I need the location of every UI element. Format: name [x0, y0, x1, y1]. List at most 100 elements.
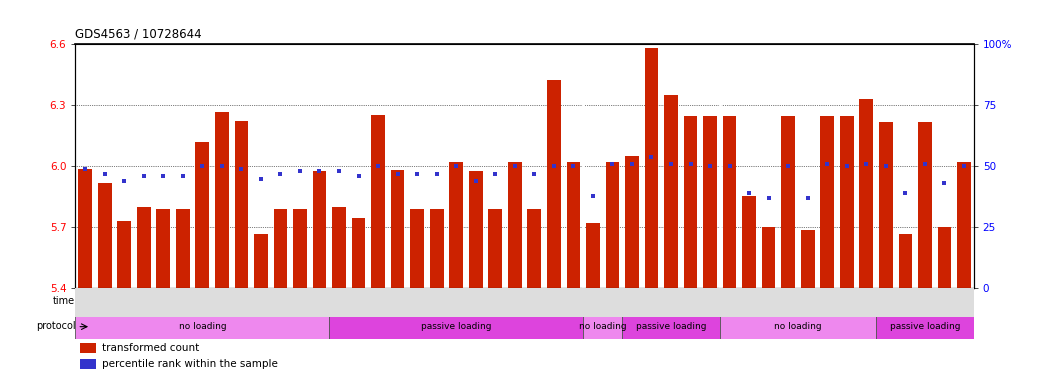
Bar — [508, 162, 521, 288]
Point — [741, 190, 758, 196]
Point — [350, 173, 366, 179]
Point — [389, 170, 406, 177]
Point — [233, 166, 250, 172]
Point — [175, 173, 192, 179]
Point — [624, 161, 641, 167]
Point — [857, 161, 874, 167]
Bar — [605, 162, 619, 288]
Point — [799, 195, 816, 201]
Bar — [957, 162, 971, 288]
Bar — [80, 343, 96, 353]
Point — [721, 163, 738, 169]
Bar — [720, 314, 876, 339]
Bar — [215, 113, 228, 288]
Bar — [547, 80, 561, 288]
Point — [819, 161, 836, 167]
Bar — [254, 233, 268, 288]
Point — [487, 170, 504, 177]
Point — [408, 170, 425, 177]
Point — [643, 154, 660, 160]
Bar — [156, 209, 170, 288]
Bar — [742, 196, 756, 288]
Point — [428, 170, 445, 177]
Point — [291, 168, 309, 174]
Bar — [75, 314, 329, 339]
Point — [507, 163, 524, 169]
Bar — [762, 227, 776, 288]
Bar — [176, 209, 190, 288]
Point — [448, 163, 465, 169]
Point — [311, 168, 328, 174]
Bar — [645, 48, 659, 288]
Point — [76, 166, 93, 172]
Point — [155, 173, 172, 179]
Text: transformed count: transformed count — [103, 343, 200, 353]
Bar — [840, 116, 853, 288]
Text: percentile rank within the sample: percentile rank within the sample — [103, 359, 279, 369]
Text: no loading: no loading — [178, 322, 226, 331]
Point — [897, 190, 914, 196]
Point — [780, 163, 797, 169]
Bar — [117, 221, 131, 288]
Text: no loading: no loading — [579, 322, 626, 331]
Bar — [918, 121, 932, 288]
Bar — [622, 314, 720, 339]
Bar — [391, 170, 404, 288]
Point — [760, 195, 777, 201]
Bar — [583, 314, 622, 339]
Bar — [488, 209, 503, 288]
Point — [701, 163, 718, 169]
Text: no loading: no loading — [774, 322, 822, 331]
Bar — [722, 116, 736, 288]
Bar — [469, 171, 483, 288]
Point — [604, 161, 621, 167]
Bar — [801, 230, 815, 288]
Bar — [898, 233, 912, 288]
Bar — [75, 288, 583, 314]
Bar — [528, 209, 541, 288]
Text: passive loading: passive loading — [421, 322, 491, 331]
Bar — [720, 288, 974, 314]
Bar — [196, 142, 209, 288]
Bar — [313, 171, 327, 288]
Bar — [97, 183, 112, 288]
Bar — [583, 288, 720, 314]
Bar — [684, 116, 697, 288]
Bar — [879, 121, 893, 288]
Bar — [430, 209, 444, 288]
Point — [936, 180, 953, 187]
Text: passive loading: passive loading — [636, 322, 707, 331]
Bar — [449, 162, 463, 288]
Point — [916, 161, 933, 167]
Point — [526, 170, 542, 177]
Bar — [273, 209, 287, 288]
Point — [839, 163, 855, 169]
Bar — [860, 99, 873, 288]
Point — [116, 178, 133, 184]
Point — [194, 163, 210, 169]
Bar — [937, 227, 952, 288]
Bar — [352, 218, 365, 288]
Text: protocol: protocol — [36, 321, 75, 331]
Point — [584, 192, 601, 199]
Point — [467, 178, 484, 184]
Bar — [332, 207, 346, 288]
Point — [331, 168, 348, 174]
Point — [663, 161, 680, 167]
Point — [956, 163, 973, 169]
Bar — [372, 116, 385, 288]
Text: passive loading: passive loading — [890, 322, 960, 331]
Bar — [876, 314, 974, 339]
Text: 6 hours - 4 days: 6 hours - 4 days — [290, 296, 369, 306]
Text: time: time — [53, 296, 75, 306]
Bar — [329, 314, 583, 339]
Point — [96, 170, 113, 177]
Bar — [566, 162, 580, 288]
Point — [370, 163, 386, 169]
Bar — [781, 116, 795, 288]
Bar — [821, 116, 834, 288]
Point — [683, 161, 699, 167]
Text: 5-8 days: 5-8 days — [630, 296, 672, 306]
Point — [545, 163, 562, 169]
Bar — [235, 121, 248, 288]
